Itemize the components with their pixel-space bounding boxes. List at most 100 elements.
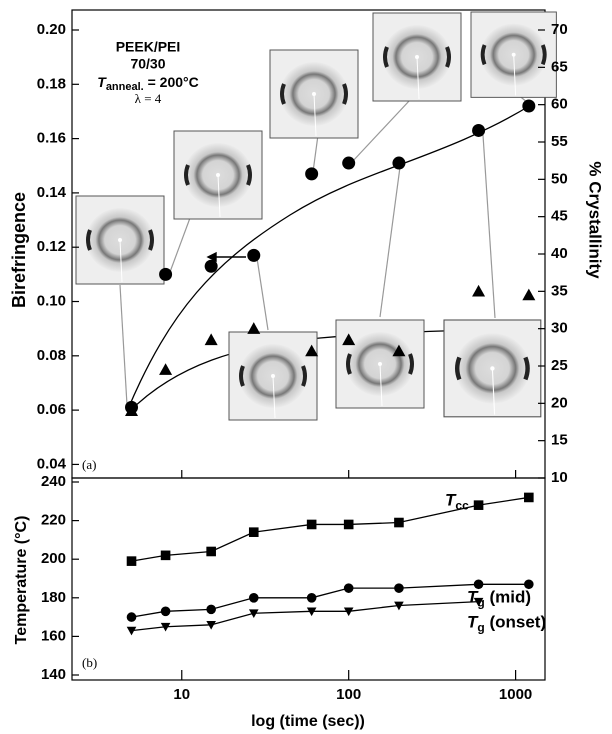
data-point [473,579,484,590]
data-point [204,333,218,346]
annotation-symbol: T [97,74,107,90]
panel-label: (b) [82,655,97,670]
data-point [248,609,259,619]
series-line [131,496,529,562]
data-point [342,156,356,170]
y-tick-label: 160 [41,627,66,644]
fit-curve [127,104,532,410]
data-point [206,604,216,615]
data-point [159,363,173,375]
y2-tick-label: 25 [551,357,568,374]
y2-axis-title: % Crystallinity [586,161,605,279]
data-point [472,284,486,297]
inset-image [172,129,264,221]
series-label-subscript: g [477,621,484,635]
data-point [160,622,171,632]
y2-tick-label: 70 [551,21,568,38]
data-point [343,583,354,593]
panel-label: (a) [82,457,96,472]
y-tick-label: 220 [41,512,66,529]
data-point [206,546,216,557]
data-point [392,156,406,170]
inset-image [444,320,541,417]
data-point [126,626,137,636]
y-tick-label: 0.16 [37,130,66,147]
data-point [126,612,137,622]
y2-tick-label: 20 [551,394,568,411]
series-label: Tcc [445,491,469,513]
y2-tick-label: 65 [551,58,568,75]
y2-tick-label: 35 [551,282,568,299]
inset-image [227,330,319,422]
data-point [306,519,317,530]
y2-tick-label: 10 [551,469,568,486]
inset-image [371,11,463,103]
x-tick-label: 100 [336,686,361,703]
y2-tick-label: 50 [551,170,568,187]
data-point [524,492,534,503]
y2-tick-label: 15 [551,432,568,449]
y-tick-label: 0.10 [37,292,66,309]
data-point [248,527,259,537]
y-tick-label: 0.18 [37,75,66,92]
y-tick-label: 180 [41,589,66,606]
y2-tick-label: 45 [551,208,568,225]
annotation-rest: = 200°C [144,74,199,90]
data-point [204,259,218,273]
data-point [473,597,484,607]
data-point [306,607,317,617]
x-tick-label: 1000 [499,686,532,703]
data-point [160,606,171,617]
series-line [131,601,479,632]
data-point [524,579,534,590]
series-label-rest: (onset) [485,613,546,632]
annotation: λ = 4 [135,91,162,106]
x-axis-title: log (time (sec)) [251,713,365,730]
annotation: Tanneal. = 200°C [97,74,199,93]
y-tick-label: 0.20 [37,21,66,38]
data-point [248,593,259,603]
data-point [343,607,354,617]
annotation: 70/30 [130,56,165,72]
annotation-subscript: anneal. [106,81,144,93]
data-point [247,322,261,334]
y-tick-label: 240 [41,473,66,490]
data-point [394,517,404,528]
data-point [473,500,484,510]
data-point [392,344,406,357]
data-point [206,620,216,630]
y2-tick-label: 60 [551,96,568,113]
data-point [343,519,354,530]
y-tick-label: 0.12 [37,238,66,255]
series-label-subscript: g [477,595,484,609]
inset-image [74,194,166,286]
data-point [160,550,171,561]
series-label-symbol: T [445,491,457,510]
y-tick-label: 0.08 [37,347,66,364]
data-point [472,123,486,137]
y-tick-label: 200 [41,550,66,567]
annotation: PEEK/PEI [116,39,181,55]
axis-arrow-left [206,251,246,263]
series-label-subscript: cc [455,499,469,513]
data-point [306,593,317,603]
data-point [342,333,356,346]
series-label: Tg (mid) [467,588,531,610]
series-label-symbol: T [467,613,479,632]
y-tick-label: 0.14 [37,184,67,201]
data-point [394,583,404,593]
y-tick-label: 0.06 [37,401,66,418]
y2-tick-label: 30 [551,320,568,337]
data-point [305,344,319,357]
series-label-rest: (mid) [485,588,531,607]
panel-b-frame [71,477,546,681]
inset-image [268,48,360,140]
data-point [305,167,319,181]
data-point [159,267,173,281]
y-tick-label: 0.04 [37,455,67,472]
inset-image [334,318,426,410]
data-point [394,601,404,611]
series-label: Tg (onset) [467,613,546,635]
y2-tick-label: 40 [551,245,568,262]
